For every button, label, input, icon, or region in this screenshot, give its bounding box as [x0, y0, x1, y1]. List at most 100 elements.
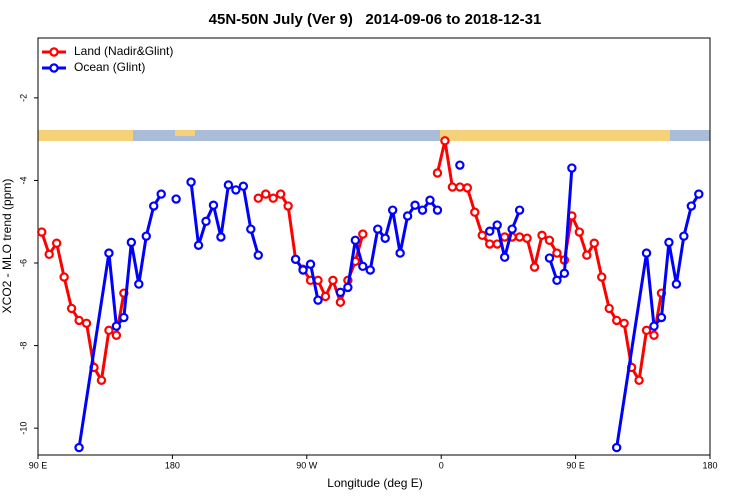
- data-point: [37, 227, 47, 237]
- map-land: [440, 130, 575, 141]
- data-point: [641, 325, 652, 336]
- data-point: [104, 248, 114, 258]
- data-point: [104, 325, 114, 336]
- data-point: [402, 211, 413, 221]
- data-point: [201, 216, 211, 227]
- data-point: [567, 163, 577, 173]
- data-point: [455, 182, 465, 192]
- data-point: [305, 259, 316, 269]
- data-point: [604, 303, 614, 314]
- data-point: [216, 232, 226, 242]
- x-axis-label: Longitude (deg E): [327, 476, 422, 490]
- data-point: [74, 442, 84, 453]
- data-point: [611, 315, 622, 326]
- data-point: [686, 201, 697, 211]
- data-point: [537, 230, 547, 241]
- legend-marker: [49, 63, 59, 73]
- data-point: [656, 312, 667, 323]
- data-point: [373, 224, 383, 234]
- data-point: [544, 235, 555, 246]
- data-point: [477, 230, 487, 241]
- legend-label: Ocean (Glint): [74, 60, 145, 74]
- data-point: [358, 261, 368, 272]
- data-point: [238, 181, 249, 191]
- x-tick-label: 90 E: [29, 460, 48, 470]
- map-land: [38, 130, 133, 141]
- data-point: [507, 224, 517, 234]
- legend-marker: [49, 47, 59, 57]
- y-tick-label: -4: [18, 176, 28, 184]
- data-point: [268, 193, 278, 203]
- y-tick-label: -2: [18, 94, 28, 102]
- data-point: [141, 231, 151, 241]
- data-point: [335, 287, 346, 298]
- data-point: [582, 250, 592, 260]
- data-point: [485, 239, 495, 249]
- data-point: [51, 238, 62, 248]
- data-point: [134, 279, 144, 289]
- data-point: [552, 275, 562, 286]
- data-point: [328, 275, 338, 286]
- data-point: [111, 321, 122, 331]
- data-point: [679, 231, 689, 241]
- data-point: [589, 238, 599, 248]
- data-point: [320, 291, 331, 302]
- x-tick-label: 0: [439, 460, 444, 470]
- data-point: [380, 233, 390, 243]
- data-point: [522, 233, 532, 243]
- y-tick-label: -6: [18, 259, 28, 267]
- series-line: [548, 167, 574, 284]
- data-point: [119, 312, 129, 323]
- data-point: [664, 237, 674, 248]
- data-point: [634, 375, 644, 385]
- data-point: [186, 177, 196, 187]
- data-point: [649, 321, 659, 331]
- series-line: [294, 258, 320, 301]
- data-point: [149, 201, 159, 211]
- data-point: [410, 200, 420, 210]
- data-point: [253, 250, 263, 260]
- data-point: [417, 205, 428, 215]
- data-point: [492, 220, 502, 230]
- data-point: [559, 268, 570, 279]
- data-point: [253, 193, 263, 203]
- data-point: [694, 189, 704, 199]
- data-point: [440, 136, 450, 146]
- plot-frame: [37, 37, 711, 456]
- data-point: [59, 272, 69, 282]
- data-point: [649, 330, 659, 340]
- data-point: [611, 442, 622, 453]
- data-point: [619, 318, 629, 328]
- y-axis-label: XCO2 - MLO trend (ppm): [0, 179, 14, 314]
- data-point: [66, 303, 77, 314]
- data-point: [499, 252, 510, 262]
- data-point: [514, 205, 525, 215]
- data-point: [350, 235, 361, 246]
- data-point: [261, 189, 271, 199]
- data-point: [470, 207, 480, 217]
- series-line: [77, 193, 163, 448]
- data-point: [432, 205, 443, 215]
- data-point: [126, 237, 137, 248]
- legend-label: Land (Nadir&Glint): [74, 44, 173, 58]
- data-point: [44, 249, 54, 260]
- data-point: [231, 185, 241, 195]
- map-land: [575, 130, 670, 141]
- data-point: [246, 224, 256, 234]
- data-point: [298, 265, 308, 275]
- data-point: [552, 248, 562, 258]
- data-point: [74, 315, 84, 326]
- data-point: [574, 227, 585, 237]
- x-tick-label: 90 W: [296, 460, 318, 470]
- data-point: [358, 229, 368, 239]
- y-tick-label: -8: [18, 342, 28, 350]
- data-point: [96, 375, 107, 385]
- data-point: [499, 232, 510, 242]
- data-point: [597, 272, 607, 282]
- x-tick-label: 180: [702, 460, 717, 470]
- map-ocean: [38, 130, 710, 141]
- series-line: [189, 181, 260, 256]
- data-point: [387, 205, 398, 215]
